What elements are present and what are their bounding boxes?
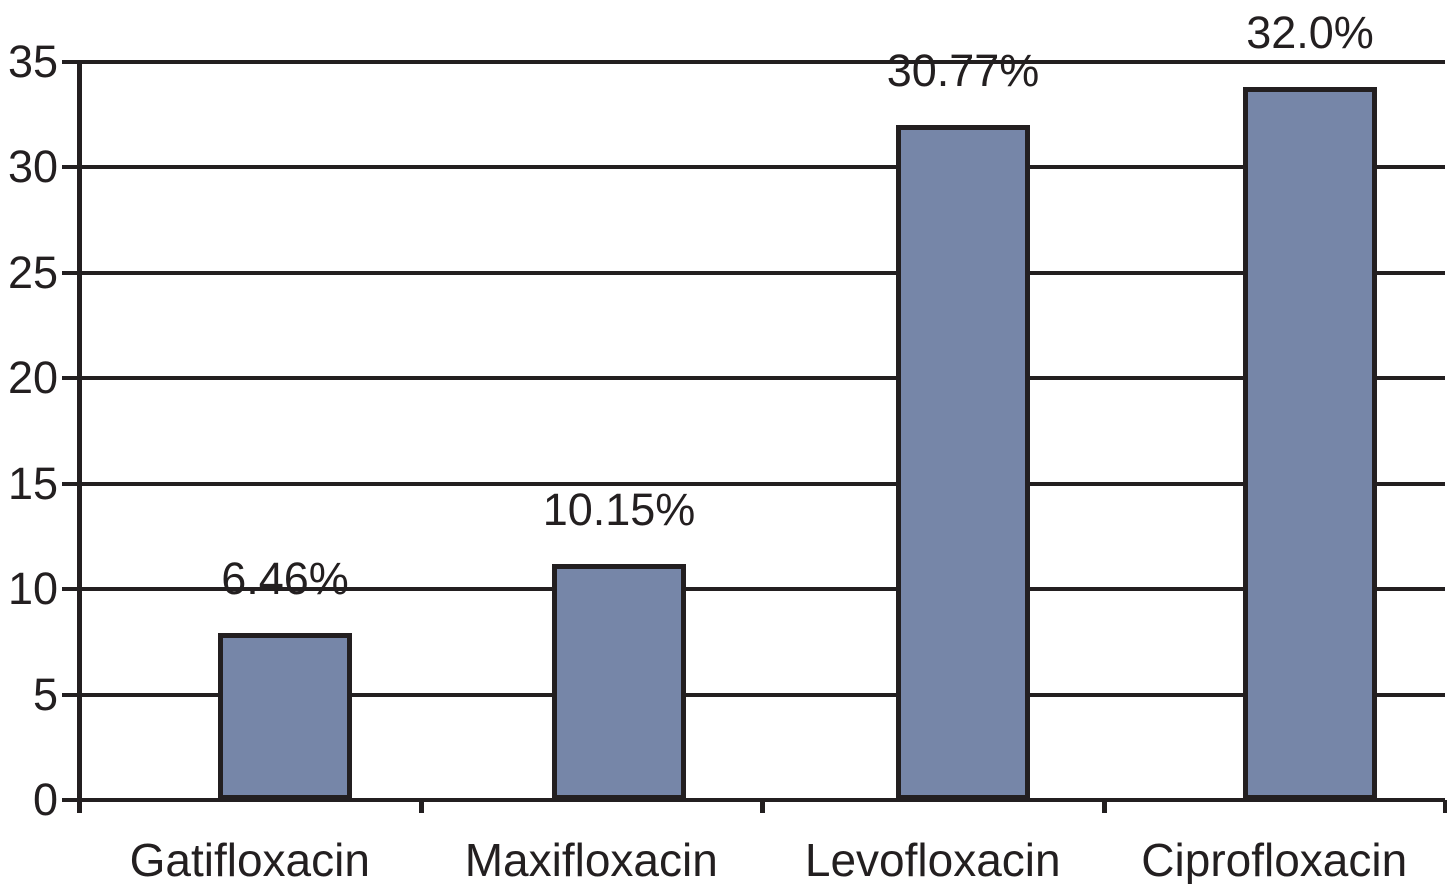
x-axis-category-label: Gatifloxacin [129,834,370,884]
x-axis-category-label: Ciprofloxacin [1141,834,1408,884]
bar [552,563,686,800]
x-axis-tick [1101,800,1107,813]
y-axis-tick-label: 15 [7,457,58,509]
gridline [62,270,1445,275]
gridline [62,692,1445,697]
bar-value-label: 32.0% [1246,7,1374,59]
y-axis-tick-label: 30 [7,141,58,193]
y-axis-tick-label: 5 [32,668,58,720]
bar-value-label: 6.46% [221,553,349,605]
gridline [62,587,1445,592]
bar [896,125,1030,800]
y-axis-tick-label: 0 [32,774,58,825]
y-axis-tick-label: 35 [7,36,58,87]
bar-value-label: 30.77% [886,45,1040,97]
gridline [62,798,1445,802]
y-axis-tick-label: 20 [7,352,58,404]
gridline [62,481,1445,486]
gridline [62,60,1445,64]
y-axis-tick-label: 10 [7,563,58,615]
bar [1243,87,1377,800]
x-axis-tick [418,800,424,813]
gridline [62,376,1445,381]
y-axis-tick-label: 25 [7,246,58,298]
bar-value-label: 10.15% [542,483,696,535]
gridline [62,165,1445,170]
x-axis-category-label: Maxifloxacin [464,834,718,884]
x-axis-category-label: Levofloxacin [804,834,1061,884]
x-axis-tick [1443,800,1447,813]
x-axis-tick [760,800,765,813]
bar [218,633,352,800]
y-axis-line [77,60,82,813]
